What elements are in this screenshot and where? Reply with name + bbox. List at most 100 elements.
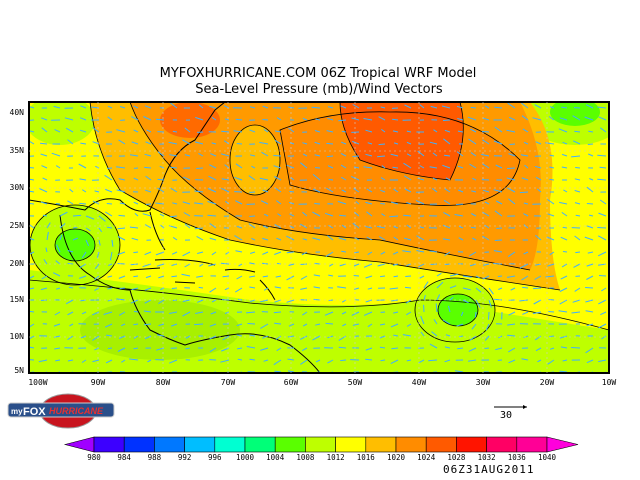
wind-vector <box>589 178 594 181</box>
wind-vector <box>496 227 503 229</box>
wind-vector <box>286 251 295 254</box>
wind-vector <box>600 311 607 316</box>
wind-vector <box>146 129 152 133</box>
wind-vector <box>391 299 399 302</box>
wind-vector <box>340 359 347 362</box>
wind-vector <box>209 164 217 169</box>
wind-vector <box>170 187 178 193</box>
wind-vector <box>118 275 126 279</box>
wind-vector <box>130 299 139 304</box>
wind-vector <box>521 102 529 109</box>
wind-vector <box>535 176 542 181</box>
wind-vector <box>537 359 542 363</box>
wind-vector <box>207 188 217 193</box>
wind-vector <box>521 177 529 181</box>
wind-vector <box>367 287 373 290</box>
wind-vector <box>209 222 217 229</box>
wind-vector <box>263 359 269 362</box>
wind-vector <box>172 236 178 241</box>
wind-vector <box>351 311 360 316</box>
wind-vector <box>67 335 74 341</box>
wind-vector <box>488 287 494 295</box>
wind-vector <box>259 141 269 145</box>
colorbar-label: 1020 <box>386 453 406 462</box>
wind-vector <box>340 164 347 169</box>
wind-vector <box>98 239 101 246</box>
wind-vector <box>249 215 256 217</box>
wind-vector <box>572 140 581 145</box>
wind-vector <box>352 222 360 229</box>
wind-vector <box>79 275 87 279</box>
wind-vector <box>263 225 269 229</box>
wind-vector <box>221 178 230 181</box>
wind-vector <box>249 286 256 289</box>
wind-vector <box>558 310 568 313</box>
wind-vector <box>40 142 48 145</box>
wind-vector <box>199 263 204 267</box>
wind-vector <box>327 165 334 169</box>
wind-vector <box>378 143 386 146</box>
wind-vector <box>196 167 204 169</box>
wind-vector <box>29 251 35 255</box>
wind-vector <box>220 262 230 265</box>
wind-vector <box>29 178 35 181</box>
wind-vector <box>417 150 425 157</box>
wind-vector <box>488 299 492 308</box>
wind-vector <box>131 116 139 121</box>
wind-vector <box>235 250 243 253</box>
wind-vector <box>365 299 373 303</box>
wind-vector <box>103 311 113 315</box>
wind-vector <box>365 347 373 351</box>
wind-vector <box>363 263 373 268</box>
wind-vector <box>444 346 451 349</box>
wind-vector <box>340 152 347 157</box>
wind-vector <box>339 263 347 267</box>
wind-vector <box>482 163 490 169</box>
wind-vector <box>482 275 490 280</box>
wind-vector <box>209 237 217 241</box>
wind-vector <box>104 323 113 328</box>
wind-vector <box>532 311 542 315</box>
wind-vector <box>433 129 438 133</box>
wind-vector <box>198 104 204 109</box>
wind-vector <box>442 238 451 241</box>
wind-vector <box>181 273 191 277</box>
wind-vector <box>483 263 490 266</box>
wind-vector <box>79 178 87 181</box>
wind-vector <box>251 237 256 241</box>
wind-vector <box>246 346 256 349</box>
wind-vector <box>574 190 581 193</box>
wind-vector <box>301 251 308 256</box>
wind-vector <box>548 116 555 121</box>
colorbar-swatch <box>425 436 457 453</box>
wind-vector <box>365 358 373 361</box>
wind-vector <box>586 263 594 267</box>
wind-vector <box>380 275 386 278</box>
lon-label: 40W <box>411 378 427 387</box>
wind-vector <box>262 189 269 193</box>
wind-vector <box>508 116 516 121</box>
wind-vector <box>220 153 230 157</box>
wind-vector <box>533 287 542 290</box>
wind-vector <box>436 272 442 277</box>
wind-vector <box>381 128 386 133</box>
wind-vector <box>423 281 429 289</box>
wind-vector <box>237 358 243 361</box>
wind-vector <box>225 200 230 205</box>
wind-vector <box>586 225 594 229</box>
wind-vector <box>288 323 295 327</box>
wind-vector <box>495 164 503 169</box>
wind-vector <box>29 237 35 241</box>
wind-vector <box>341 311 347 315</box>
wind-vector <box>184 154 191 157</box>
wind-vector <box>41 117 48 121</box>
colorbar-swatch <box>365 436 397 453</box>
wind-vector <box>418 263 425 268</box>
wind-vector <box>390 201 399 205</box>
wind-vector <box>144 166 152 169</box>
wind-vector <box>56 244 61 253</box>
wind-vector <box>107 287 113 290</box>
wind-vector <box>586 275 594 280</box>
wind-vector <box>68 286 74 289</box>
